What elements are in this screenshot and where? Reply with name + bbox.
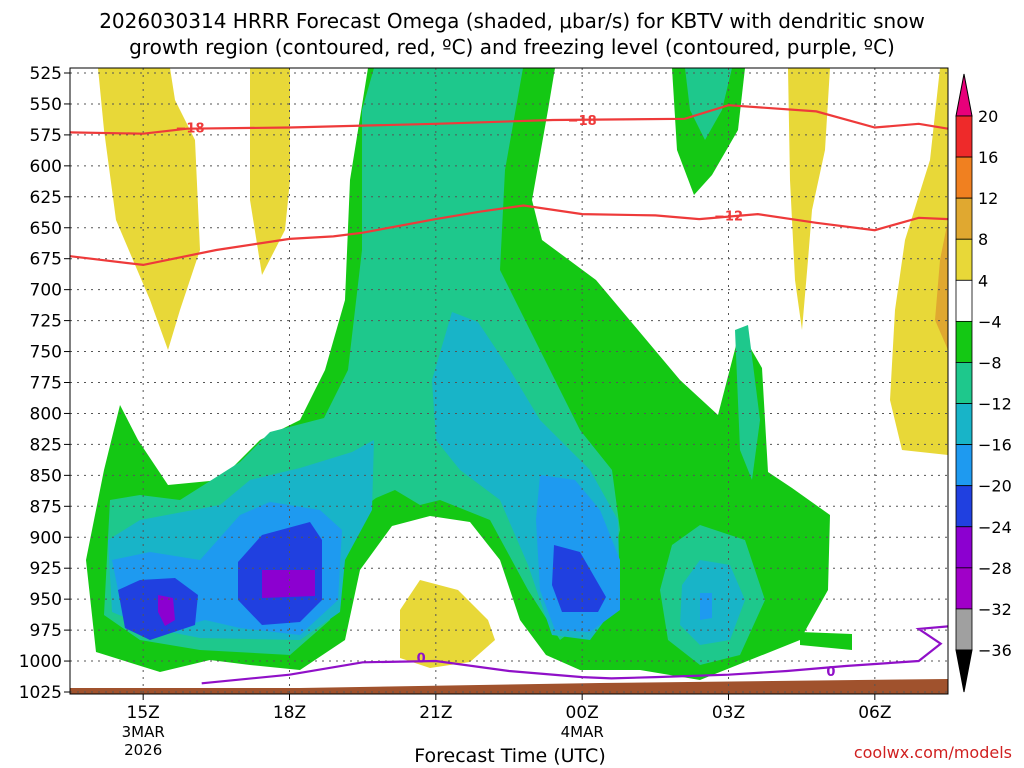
y-tick-label: 550 [30, 95, 62, 115]
colorbar-box [955, 444, 973, 487]
colorbar-level-label: −20 [978, 477, 1012, 496]
x-tick-label: 15Z [127, 703, 160, 723]
y-tick-label: 1000 [19, 652, 62, 672]
colorbar-box [955, 320, 973, 363]
colorbar-box [955, 197, 973, 240]
omega-region-orange [935, 220, 948, 350]
contours: −18 −18 −12 0 0 [70, 104, 948, 685]
colorbar-level-label: 16 [978, 148, 998, 167]
y-tick-label: 1025 [19, 683, 62, 703]
dgz-contour-label: −18 [568, 114, 597, 129]
omega-region-yellow [98, 68, 948, 668]
x-tick-label: 06Z [858, 703, 891, 723]
plot-frame [69, 67, 949, 695]
colorbar-level-label: −16 [978, 436, 1012, 455]
freezing-contour-label: 0 [826, 665, 835, 680]
dgz-contour-line [70, 204, 948, 267]
colorbar-level-label: 8 [978, 230, 988, 249]
dgz-contour-label: −18 [176, 121, 205, 136]
y-tick-label: 750 [30, 343, 62, 363]
y-tick-label: 625 [30, 188, 62, 208]
y-tick-label: 950 [30, 590, 62, 610]
y-tick-label: 600 [30, 157, 62, 177]
colorbar-box [955, 485, 973, 528]
y-tick-label: 850 [30, 466, 62, 486]
colorbar-box [955, 608, 973, 651]
plot-area: −18 −18 −12 0 0 [70, 68, 948, 694]
colorbar-level-label: −12 [978, 395, 1012, 414]
y-tick-label: 650 [30, 219, 62, 239]
colorbar-level-label: 4 [978, 271, 988, 290]
colorbar-level-label: −24 [978, 518, 1012, 537]
omega-region-teal-small-3 [735, 325, 760, 480]
y-tick-label: 975 [30, 621, 62, 641]
colorbar-box [955, 156, 973, 199]
x-axis-label: Forecast Time (UTC) [414, 745, 605, 767]
y-tick-label: 675 [30, 250, 62, 270]
y-tick-label: 875 [30, 497, 62, 517]
colorbar-level-label: −32 [978, 600, 1012, 619]
y-tick-label: 575 [30, 126, 62, 146]
colorbar-level-label: −28 [978, 559, 1012, 578]
ground-terrain [70, 679, 948, 694]
credit-text: coolwx.com/models [854, 743, 1012, 762]
colorbar: 20 16 12 8 4 −4 −8 −12 −16 −20 −24 −28 −32 −36 [955, 73, 1012, 693]
colorbar-level-label: 12 [978, 189, 998, 208]
y-tick-label: 800 [30, 404, 62, 424]
x-tick-date: 3MAR [122, 723, 165, 741]
colorbar-box [955, 279, 973, 322]
dgz-contour-label: −12 [714, 209, 743, 224]
x-tick-label: 00Z [566, 703, 599, 723]
y-tick-label: 900 [30, 528, 62, 548]
x-tick-year: 2026 [124, 741, 162, 759]
colorbar-box [955, 115, 973, 158]
y-tick-label: 525 [30, 64, 62, 84]
colorbar-box [955, 567, 973, 610]
y-tick-label: 825 [30, 435, 62, 455]
colorbar-box [955, 238, 973, 281]
colorbar-box [955, 362, 973, 404]
y-tick-label: 775 [30, 374, 62, 394]
chart-title-line1: 2026030314 HRRR Forecast Omega (shaded, … [99, 9, 925, 33]
chart-title-line2: growth region (contoured, red, ºC) and f… [129, 35, 895, 59]
y-tick-label: 925 [30, 559, 62, 579]
colorbar-level-label: 20 [978, 107, 998, 126]
omega-region-purple [158, 570, 315, 626]
dgz-contour-line [70, 104, 948, 135]
freezing-contour-line [201, 625, 948, 685]
colorbar-level-label: −36 [978, 641, 1012, 660]
colorbar-level-label: −4 [978, 312, 1002, 331]
omega-region-green-strip [800, 632, 852, 650]
y-tick-label: 725 [30, 312, 62, 332]
freezing-contour-label: 0 [417, 651, 426, 666]
colorbar-bottom-arrow [955, 649, 973, 693]
colorbar-level-label: −8 [978, 353, 1002, 372]
x-tick-label: 03Z [712, 703, 745, 723]
y-tick-label: 700 [30, 281, 62, 301]
colorbar-box [955, 526, 973, 569]
x-tick-date: 4MAR [561, 723, 604, 741]
colorbar-box [955, 403, 973, 446]
colorbar-top-arrow [955, 73, 973, 117]
x-tick-label: 21Z [419, 703, 452, 723]
y-axis: 525 550 575 600 625 650 675 700 725 750 775 800 825 8… [19, 64, 70, 703]
x-tick-label: 18Z [273, 703, 306, 723]
